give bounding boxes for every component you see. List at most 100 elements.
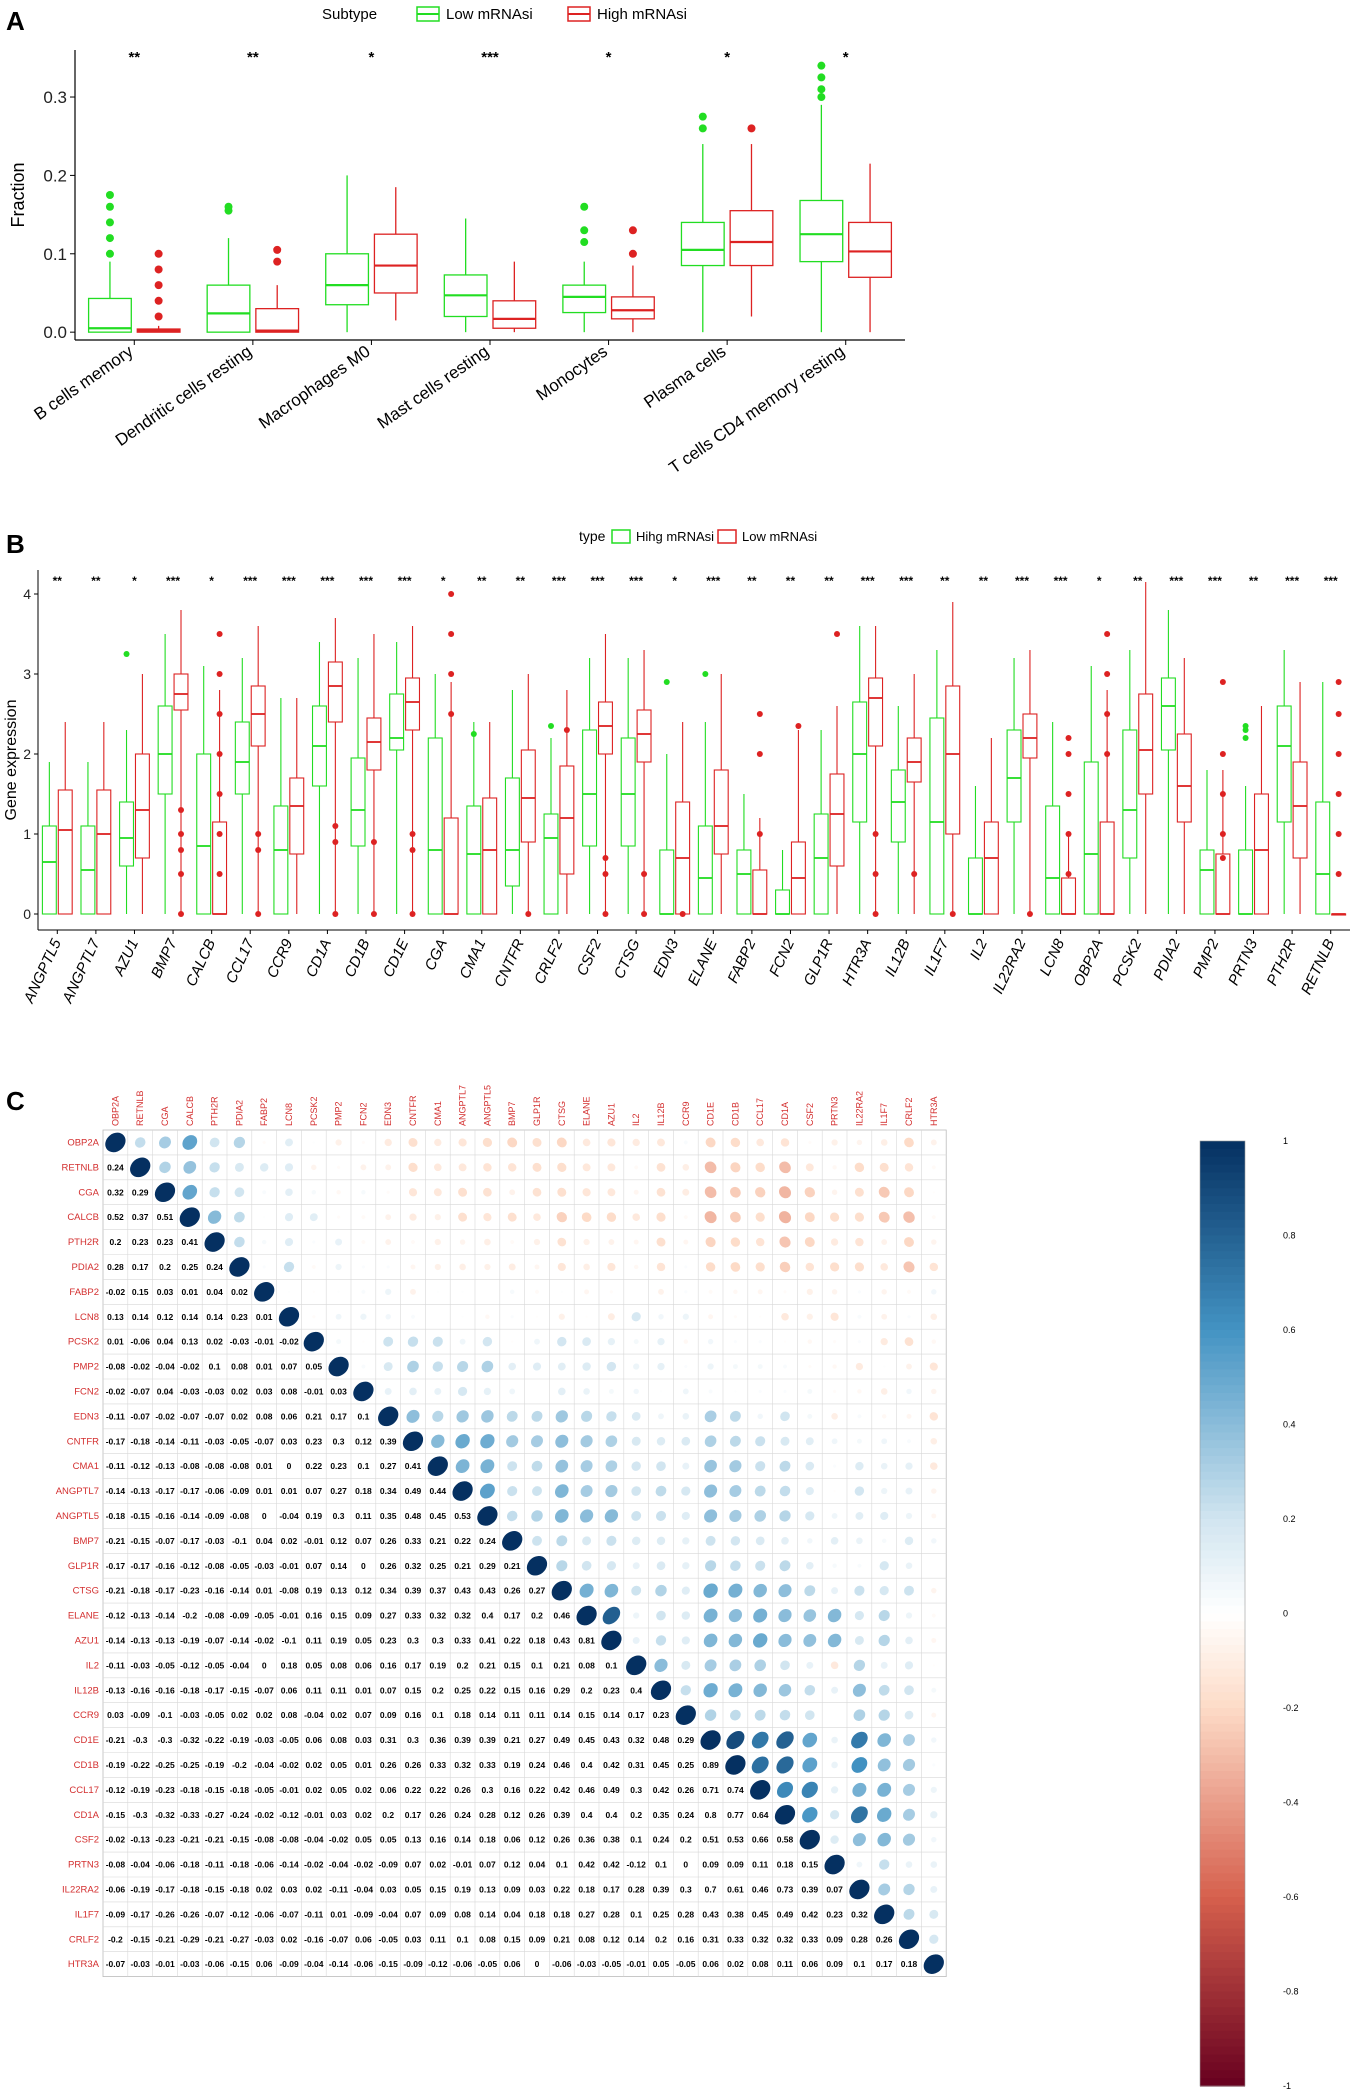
panel-a-xtick-label: Monocytes	[533, 342, 611, 405]
corr-ellipse	[804, 1187, 815, 1198]
corr-left-label: GLP1R	[68, 1561, 99, 1572]
corr-ellipse	[931, 1836, 937, 1843]
corr-ellipse	[337, 1215, 341, 1219]
panel-b-box-green	[697, 671, 713, 915]
corr-value: 0.07	[306, 1486, 323, 1496]
panel-b-box-red	[289, 698, 305, 914]
corr-value: -0.04	[304, 1959, 324, 1969]
panel-b-ytick-label: 4	[23, 586, 31, 602]
corr-ellipse	[606, 1411, 617, 1422]
panel-b-box-red-outlier	[332, 911, 339, 917]
corr-value: -0.15	[131, 1934, 151, 1944]
corr-value: 0.2	[581, 1685, 593, 1695]
corr-value: 0.2	[655, 1934, 667, 1944]
corr-ellipse	[878, 1609, 890, 1622]
corr-ellipse	[312, 1290, 315, 1293]
corr-ellipse	[778, 1211, 792, 1224]
corr-value: 0.34	[380, 1486, 397, 1496]
corr-ellipse	[833, 1340, 837, 1344]
corr-ellipse	[930, 1313, 938, 1321]
corr-value: -0.07	[329, 1934, 349, 1944]
corr-value: 0.09	[727, 1860, 744, 1870]
corr-ellipse	[683, 1239, 689, 1245]
corr-value: -0.08	[106, 1860, 126, 1870]
corr-ellipse	[631, 1511, 642, 1521]
panel-a-box-high-outlier	[154, 265, 163, 274]
corr-ellipse	[755, 1436, 766, 1447]
corr-ellipse	[262, 1265, 266, 1269]
panel-b-xtick-label: PRTN3	[1225, 936, 1261, 988]
corr-ellipse	[633, 1189, 639, 1195]
panel-b-xtick-label: FABP2	[724, 936, 759, 986]
colorbar-segment	[1200, 1739, 1245, 1748]
corr-value: -0.07	[180, 1411, 200, 1421]
corr-value: 0.1	[531, 1660, 543, 1670]
corr-value: 0.11	[777, 1959, 793, 1969]
corr-value: 0.3	[407, 1735, 419, 1745]
corr-left-label: CTSG	[73, 1586, 99, 1597]
corr-value: 0.05	[330, 1785, 347, 1795]
corr-value: 0.1	[357, 1461, 369, 1471]
corr-ellipse	[581, 1410, 593, 1422]
panel-b-box-green-outlier	[702, 671, 709, 677]
corr-ellipse	[534, 1264, 540, 1270]
corr-value: 0.23	[132, 1237, 149, 1247]
corr-value: 0.09	[702, 1860, 719, 1870]
colorbar-segment	[1200, 1912, 1245, 1922]
corr-value: 0.58	[777, 1835, 794, 1845]
panel-a-box-low-outlier	[224, 202, 233, 211]
panel-b-significance: *	[672, 574, 677, 588]
corr-value: 0.08	[479, 1934, 496, 1944]
colorbar-segment	[1200, 1463, 1245, 1473]
corr-ellipse	[878, 1684, 890, 1696]
panel-b-box-red	[250, 626, 266, 917]
corr-value: 0.2	[109, 1237, 121, 1247]
panel-a-box-low	[443, 218, 488, 333]
colorbar-segment	[1200, 1148, 1245, 1158]
corr-ellipse	[881, 1239, 888, 1245]
colorbar-segment	[1200, 1605, 1245, 1615]
corr-ellipse	[904, 1137, 914, 1148]
corr-ellipse	[878, 1634, 890, 1647]
corr-value: -0.02	[255, 1810, 275, 1820]
corr-value: 0	[262, 1511, 267, 1521]
panel-b-box-red-outlier	[216, 711, 223, 717]
corr-ellipse	[704, 1459, 717, 1473]
corr-ellipse	[807, 1538, 813, 1544]
corr-ellipse	[730, 1186, 741, 1198]
corr-ellipse	[556, 1560, 568, 1572]
corr-ellipse	[904, 1661, 914, 1670]
corr-value: 0.07	[281, 1362, 298, 1372]
corr-ellipse	[779, 1161, 791, 1174]
corr-ellipse	[804, 1585, 816, 1597]
colorbar-segment	[1200, 1755, 1245, 1764]
corr-ellipse	[406, 1409, 420, 1423]
corr-left-label: IL2	[86, 1660, 99, 1671]
corr-value: -0.17	[106, 1561, 126, 1571]
corr-value: 0.15	[504, 1934, 521, 1944]
panel-b-xtick-label: BMP7	[148, 936, 181, 981]
corr-ellipse	[183, 1160, 197, 1174]
corr-ellipse	[830, 1786, 839, 1794]
corr-diagonal-ellipse	[204, 1232, 225, 1252]
corr-ellipse	[433, 1188, 442, 1197]
corr-value: 0.2	[432, 1685, 444, 1695]
corr-ellipse	[234, 1211, 245, 1223]
panel-b-box-red-outlier	[448, 711, 455, 717]
panel-b-box-green-outlier	[1242, 735, 1249, 741]
corr-ellipse	[829, 1262, 840, 1272]
corr-top-label: IL1F7	[879, 1103, 889, 1126]
corr-diagonal-ellipse	[576, 1605, 597, 1626]
corr-value: -0.13	[131, 1486, 151, 1496]
panel-b-box-green-box	[1045, 805, 1061, 915]
panel-b-box-green	[620, 658, 636, 914]
corr-ellipse	[878, 1883, 891, 1896]
panel-a-box-low-box	[562, 284, 607, 314]
corr-ellipse	[335, 1139, 342, 1146]
corr-ellipse	[805, 1437, 814, 1446]
corr-value: 0.18	[281, 1660, 298, 1670]
corr-ellipse	[554, 1484, 569, 1498]
panel-b-box-green-box	[813, 813, 829, 915]
corr-diagonal-ellipse	[601, 1630, 622, 1651]
corr-ellipse	[704, 1211, 717, 1224]
